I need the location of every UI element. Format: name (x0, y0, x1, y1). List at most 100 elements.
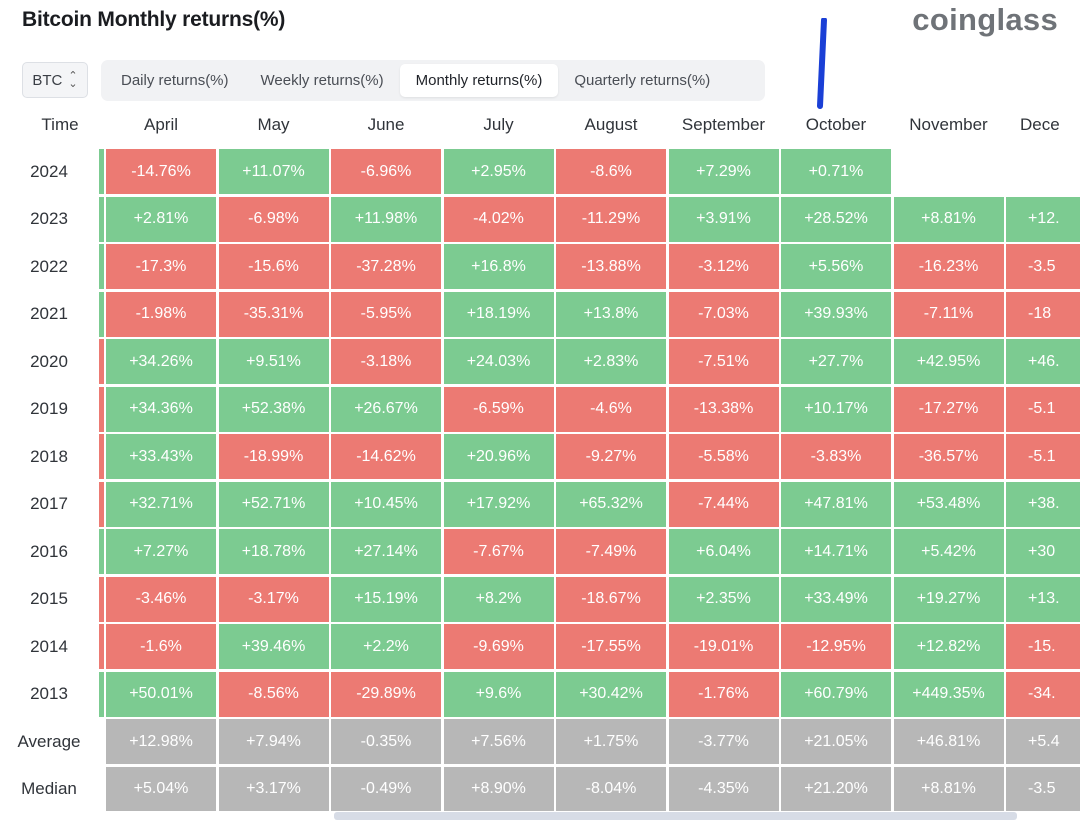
summary-cell: +5.04% (106, 766, 216, 811)
column-header[interactable]: May (257, 115, 290, 134)
horizontal-scrollbar[interactable] (334, 812, 1017, 820)
return-cell: +50.01% (106, 671, 216, 717)
return-cell: -5.1 (1006, 386, 1080, 432)
return-cell: -7.44% (668, 481, 779, 527)
return-cell: -16.23% (893, 244, 1004, 289)
return-cell: -19.01% (668, 624, 779, 669)
summary-cell: +21.20% (781, 766, 891, 811)
row-indicator-stripe (99, 386, 104, 432)
return-cell: +14.71% (781, 529, 891, 574)
summary-cell: +8.81% (893, 766, 1004, 811)
tab-weekly-returns[interactable]: Weekly returns(%) (260, 72, 384, 89)
return-cell: -18.67% (556, 576, 666, 622)
return-cell: +42.95% (893, 339, 1004, 384)
returns-period-tabs: Daily returns(%) Weekly returns(%) Month… (101, 60, 765, 101)
return-cell: +28.52% (781, 196, 891, 242)
return-cell: -9.69% (443, 624, 554, 669)
column-header[interactable]: Dece (1020, 115, 1060, 134)
return-cell: +33.43% (106, 434, 216, 479)
return-cell: -17.55% (556, 624, 666, 669)
return-cell: -17.27% (893, 386, 1004, 432)
return-cell: +10.17% (781, 386, 891, 432)
symbol-select[interactable]: BTC ⌃ ⌄ (22, 62, 88, 98)
return-cell: -3.12% (668, 244, 779, 289)
row-year-label: 2021 (30, 304, 68, 323)
column-header[interactable]: October (805, 115, 867, 134)
return-cell: +46. (1006, 339, 1080, 384)
row-summary-label: Average (17, 731, 81, 751)
chevron-up-down-icon: ⌃ ⌄ (68, 70, 78, 90)
return-cell: +65.32% (556, 481, 666, 527)
summary-cell: -3.77% (668, 719, 779, 764)
return-cell: -5.1 (1006, 434, 1080, 479)
column-header[interactable]: April (143, 115, 178, 134)
summary-cell: -0.49% (331, 766, 441, 811)
return-cell: +13. (1006, 576, 1080, 622)
row-year-label: 2016 (30, 541, 68, 561)
column-header[interactable]: August (584, 115, 638, 134)
return-cell: -12.95% (781, 624, 891, 669)
summary-cell: +5.4 (1006, 719, 1080, 764)
row-year-label: 2014 (30, 636, 68, 656)
return-cell: +34.36% (106, 386, 216, 432)
return-cell: +5.56% (781, 244, 891, 289)
return-cell: -35.31% (218, 291, 329, 337)
return-cell: -17.3% (106, 244, 216, 289)
return-cell: +2.83% (556, 339, 666, 384)
row-year-label: 2013 (30, 684, 68, 703)
tab-quarterly-returns[interactable]: Quarterly returns(%) (574, 72, 711, 89)
return-cell: +9.6% (443, 671, 554, 717)
return-cell: -1.76% (668, 671, 779, 717)
return-cell: +2.95% (443, 149, 554, 194)
return-cell: -13.38% (668, 386, 779, 432)
row-indicator-stripe (99, 339, 104, 384)
return-cell: +26.67% (331, 386, 441, 432)
return-cell: +39.93% (781, 291, 891, 337)
summary-cell: +7.94% (218, 719, 329, 764)
return-cell: -7.51% (668, 339, 779, 384)
column-header[interactable]: July (483, 115, 514, 134)
column-header-time: Time (41, 115, 79, 134)
return-cell: -7.03% (668, 291, 779, 337)
return-cell: +18.19% (443, 291, 554, 337)
summary-cell: -4.35% (668, 766, 779, 811)
row-year-label: 2017 (30, 494, 68, 513)
row-year-label: 2015 (30, 589, 68, 608)
return-cell: -8.6% (556, 149, 666, 194)
return-cell: -7.67% (443, 529, 554, 574)
column-header[interactable]: June (367, 115, 405, 134)
return-cell: -3.5 (1006, 244, 1080, 289)
return-cell: +33.49% (781, 576, 891, 622)
summary-cell: +21.05% (781, 719, 891, 764)
return-cell: -5.58% (668, 434, 779, 479)
return-cell: -4.02% (443, 196, 554, 242)
row-indicator-stripe (99, 434, 104, 479)
return-cell: +7.27% (106, 529, 216, 574)
return-cell: +11.07% (218, 149, 329, 194)
return-cell: -6.98% (218, 196, 329, 242)
return-cell: +10.45% (331, 481, 441, 527)
row-year-label: 2024 (30, 161, 68, 181)
return-cell: +27.7% (781, 339, 891, 384)
summary-cell: +1.75% (556, 719, 666, 764)
return-cell: -3.83% (781, 434, 891, 479)
return-cell: -15.6% (218, 244, 329, 289)
return-cell: +8.2% (443, 576, 554, 622)
return-cell: +8.81% (893, 196, 1004, 242)
row-indicator-stripe (99, 576, 104, 622)
tab-monthly-returns[interactable]: Monthly returns(%) (399, 64, 559, 97)
return-cell: -7.11% (893, 291, 1004, 337)
table-header: Time April May June July August September Octob… (0, 106, 1080, 144)
return-cell: -5.95% (331, 291, 441, 337)
return-cell: +2.35% (668, 576, 779, 622)
row-indicator-stripe (99, 624, 104, 669)
tab-daily-returns[interactable]: Daily returns(%) (121, 72, 229, 89)
column-header[interactable]: November (909, 115, 988, 134)
row-indicator-stripe (99, 291, 104, 337)
summary-cell: +7.56% (443, 719, 554, 764)
page-title: Bitcoin Monthly returns(%) (22, 8, 286, 31)
row-year-label: 2020 (30, 351, 68, 371)
return-cell: +12. (1006, 196, 1080, 242)
row-indicator-stripe (99, 149, 104, 194)
column-header[interactable]: September (681, 115, 766, 134)
